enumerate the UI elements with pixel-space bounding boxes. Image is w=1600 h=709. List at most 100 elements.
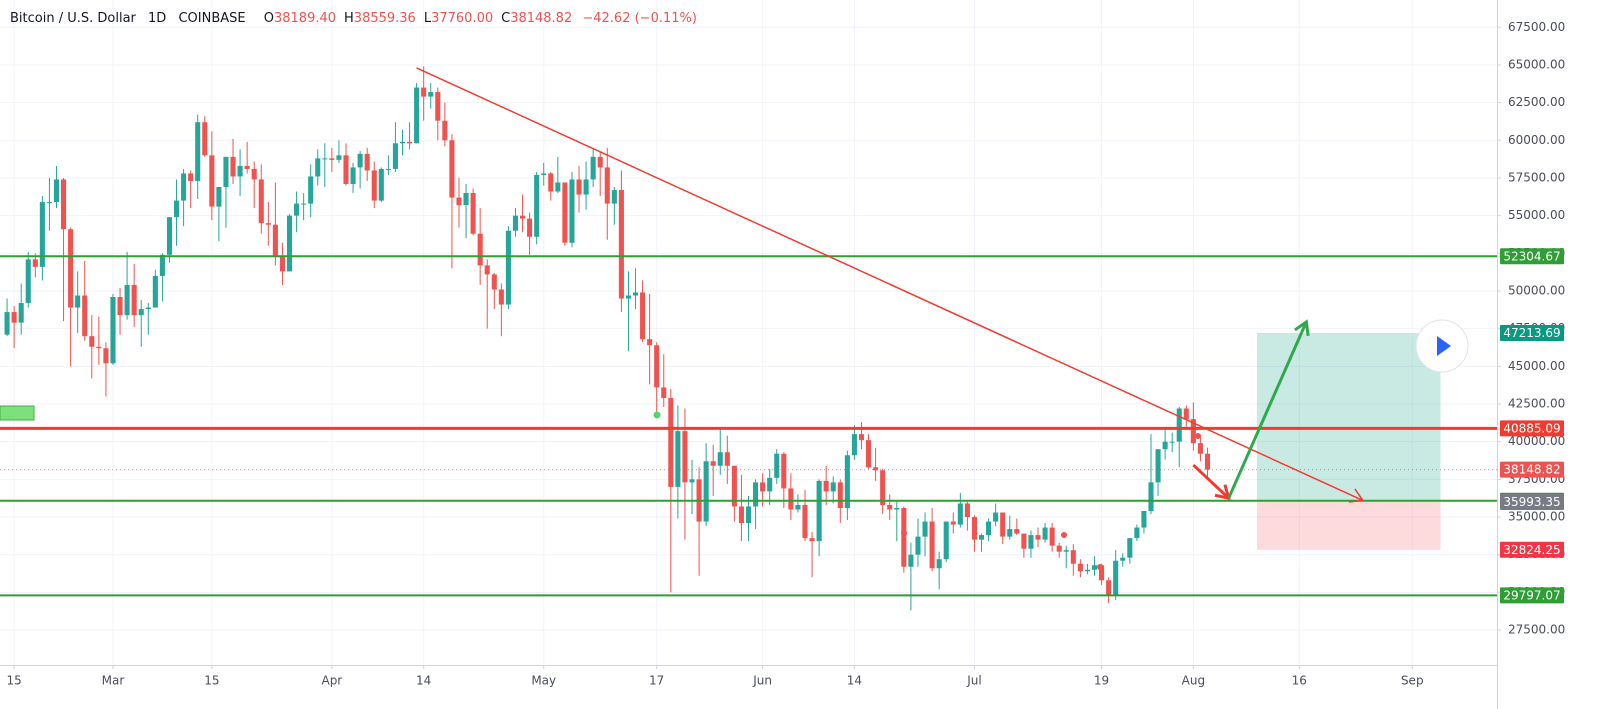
candle-body bbox=[1099, 565, 1105, 581]
candle-body bbox=[548, 173, 554, 192]
candle-body bbox=[1063, 550, 1069, 552]
symbol: Bitcoin / U.S. Dollar bbox=[10, 11, 137, 26]
candle-body bbox=[61, 179, 67, 230]
candle-body bbox=[392, 143, 398, 169]
candle-body bbox=[407, 141, 413, 144]
candle-body bbox=[414, 87, 420, 144]
candle-body bbox=[209, 155, 215, 207]
candle-body bbox=[350, 167, 356, 184]
candle-body bbox=[131, 284, 137, 316]
candle-body bbox=[294, 203, 300, 216]
play-button[interactable] bbox=[1415, 319, 1469, 373]
candle-body bbox=[915, 536, 921, 555]
candle-body bbox=[82, 295, 88, 337]
price-tag bbox=[1500, 324, 1564, 341]
candle-body bbox=[1183, 408, 1189, 420]
candle-body bbox=[936, 559, 942, 569]
arrow-head bbox=[1348, 488, 1365, 503]
candle-body bbox=[1021, 533, 1027, 549]
candle-body bbox=[442, 120, 448, 141]
candle-body bbox=[809, 538, 815, 542]
candle-body bbox=[244, 165, 250, 169]
candle-body bbox=[456, 197, 462, 206]
candle-body bbox=[555, 182, 561, 192]
candle-body bbox=[625, 295, 631, 299]
candle-body bbox=[75, 295, 81, 308]
arrow-head bbox=[1294, 319, 1310, 336]
alert-dot bbox=[1097, 564, 1103, 570]
candle-body bbox=[152, 275, 158, 308]
candle-body bbox=[343, 155, 349, 184]
candle-body bbox=[922, 521, 928, 537]
header: Bitcoin / U.S. Dollar 1D COINBASE O38189… bbox=[10, 11, 697, 26]
candle-body bbox=[1091, 565, 1098, 570]
ohlc-value: 37760.00 bbox=[431, 11, 493, 26]
candle-body bbox=[611, 190, 617, 204]
price-tag-label: 29797.07 bbox=[1503, 588, 1560, 602]
candle-body bbox=[251, 168, 257, 180]
candle-body bbox=[1000, 512, 1006, 537]
x-tick-label: May bbox=[531, 674, 556, 688]
play-icon[interactable] bbox=[1437, 336, 1451, 356]
candle-body bbox=[308, 176, 314, 204]
candle-body bbox=[661, 387, 667, 398]
candle-body bbox=[823, 480, 829, 492]
candle-body bbox=[1141, 510, 1147, 528]
candle-body bbox=[957, 503, 963, 525]
candle-body bbox=[1056, 545, 1062, 552]
target-zone bbox=[1256, 332, 1441, 501]
candle-body bbox=[1028, 535, 1034, 549]
candle-body bbox=[336, 155, 342, 160]
ohlc-key: C bbox=[501, 11, 510, 26]
candle-body bbox=[802, 504, 808, 539]
x-tick-label: Apr bbox=[321, 674, 342, 688]
x-tick-label: Jun bbox=[752, 674, 772, 688]
x-tick-label: 14 bbox=[416, 674, 431, 688]
candle-body bbox=[4, 312, 10, 335]
candle-body bbox=[25, 259, 31, 304]
candle-body bbox=[668, 397, 674, 487]
candle-body bbox=[399, 141, 406, 144]
candle-body bbox=[18, 303, 24, 323]
price-tag bbox=[1500, 541, 1564, 558]
candle-body bbox=[908, 554, 914, 567]
candle-body bbox=[795, 504, 801, 510]
candle-body bbox=[124, 284, 130, 316]
candle-body bbox=[1169, 441, 1175, 443]
candle-body bbox=[1113, 560, 1119, 596]
y-tick-label: 55000.00 bbox=[1508, 208, 1565, 222]
candle-body bbox=[901, 507, 907, 567]
candle-body bbox=[774, 453, 780, 478]
candle-body bbox=[894, 507, 900, 510]
candle-body bbox=[880, 470, 886, 505]
candle-body bbox=[1049, 527, 1055, 546]
alert-dot bbox=[1195, 433, 1201, 439]
y-tick-label: 35000.00 bbox=[1508, 510, 1565, 524]
candle-body bbox=[844, 455, 850, 508]
candle-body bbox=[329, 158, 335, 160]
y-tick-label: 62500.00 bbox=[1508, 95, 1565, 109]
candle-body bbox=[512, 215, 519, 231]
change: −42.62 (−0.11%) bbox=[582, 11, 697, 26]
candle-body bbox=[202, 122, 208, 156]
candle-body bbox=[1120, 557, 1126, 561]
x-tick-label: 16 bbox=[1292, 674, 1307, 688]
candle-body bbox=[371, 170, 377, 201]
x-tick-label: Sep bbox=[1401, 674, 1424, 688]
candle-body bbox=[1204, 453, 1211, 470]
arrow bbox=[1192, 463, 1230, 500]
candle-body bbox=[654, 345, 660, 388]
ohlc-key: H bbox=[344, 11, 354, 26]
candle-body bbox=[173, 200, 180, 218]
price-tag bbox=[1500, 248, 1564, 265]
candle-body bbox=[230, 156, 236, 177]
candle-body bbox=[760, 482, 766, 492]
candle-body bbox=[449, 140, 455, 198]
price-tag-label: 40885.09 bbox=[1503, 421, 1560, 435]
candle-body bbox=[188, 173, 194, 181]
candle-body bbox=[421, 87, 427, 97]
candle-body bbox=[943, 521, 949, 560]
x-tick-label: Aug bbox=[1182, 674, 1205, 688]
candle-body bbox=[1042, 527, 1048, 540]
